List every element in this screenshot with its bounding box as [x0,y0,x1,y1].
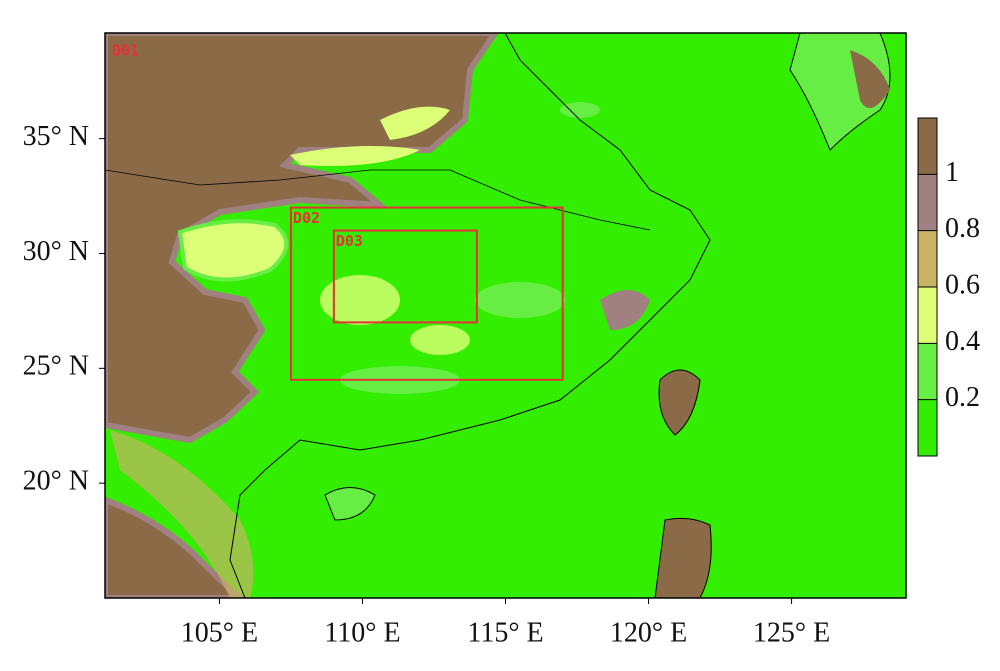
y-tick-label: 30° N [23,236,89,267]
domain-label: D02 [293,209,320,227]
colorbar-label: 0.6 [945,269,980,300]
colorbar-label: 1 [945,157,959,188]
colorbar-label: 0.2 [945,382,980,413]
x-tick-label: 105° E [181,617,258,648]
colorbar-label: 0.4 [945,326,980,357]
colorbar-swatch [918,343,937,400]
colorbar-swatch [918,399,937,456]
domain-label: D03 [336,232,363,250]
x-tick-label: 110° E [324,617,400,648]
x-tick-label: 115° E [467,617,543,648]
y-tick-label: 25° N [23,351,89,382]
colorbar-label: 0.8 [945,213,980,244]
x-tick-label: 120° E [610,617,687,648]
y-tick-label: 35° N [23,121,89,152]
colorbar-swatch [918,230,937,287]
domain-box [289,206,564,381]
colorbar-swatch [918,287,937,344]
terrain [105,33,906,598]
colorbar-swatch [918,174,937,231]
x-tick-label: 125° E [753,617,830,648]
y-tick-label: 20° N [23,466,89,497]
domain-box [332,229,478,324]
colorbar-swatch [918,118,937,175]
domain-label: D01 [112,42,139,60]
